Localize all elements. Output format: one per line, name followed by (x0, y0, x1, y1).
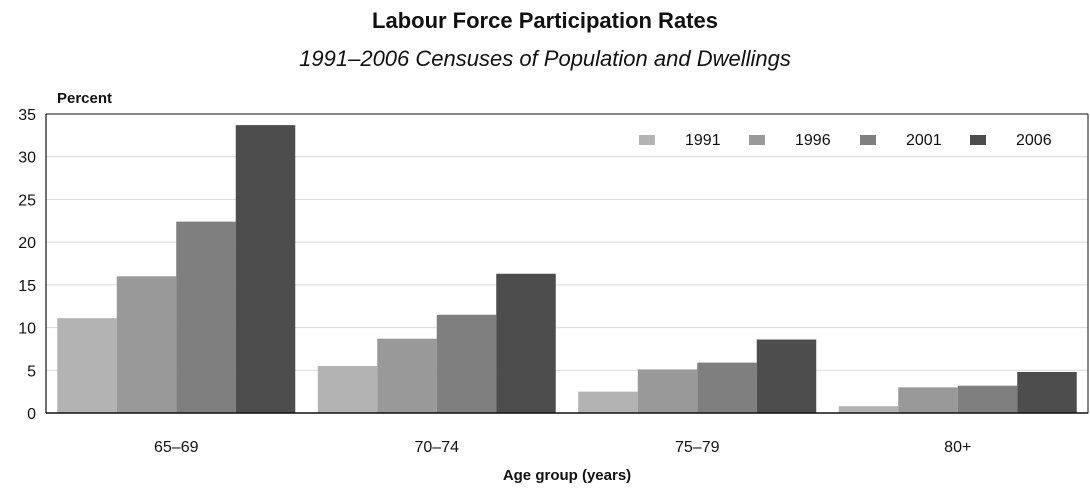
y-tick-label: 30 (18, 150, 36, 167)
bar-1996-65–69 (116, 276, 177, 413)
bar-2006-65–69 (235, 125, 296, 413)
legend-label-1991: 1991 (685, 132, 721, 149)
y-tick-label: 0 (27, 406, 36, 423)
chart-subtitle: 1991–2006 Censuses of Population and Dwe… (299, 46, 791, 71)
bar-2006-70–74 (496, 273, 556, 413)
bar-1996-80+ (898, 387, 958, 413)
bars (57, 125, 1077, 413)
x-tick-label: 70–74 (415, 439, 460, 456)
legend: 1991 1996 2001 2006 (639, 132, 1052, 149)
y-tick-label: 5 (27, 363, 36, 380)
legend-swatch-2006 (970, 135, 986, 145)
x-tick-label: 80+ (944, 439, 971, 456)
legend-swatch-1996 (749, 135, 765, 145)
y-tick-label: 25 (18, 192, 36, 209)
y-tick-label: 10 (18, 321, 36, 338)
bar-1991-75–79 (578, 391, 638, 413)
chart-title: Labour Force Participation Rates (372, 8, 718, 33)
bar-1991-65–69 (57, 318, 117, 413)
x-tick-label: 75–79 (675, 439, 720, 456)
x-axis-label: Age group (years) (503, 467, 631, 484)
bar-2001-75–79 (697, 362, 757, 413)
bar-1991-70–74 (317, 366, 378, 413)
bar-2001-70–74 (436, 314, 497, 413)
legend-label-2006: 2006 (1016, 132, 1052, 149)
y-tick-label: 15 (18, 278, 36, 295)
legend-label-1996: 1996 (795, 132, 831, 149)
bar-1996-75–79 (637, 369, 698, 413)
bar-2001-80+ (957, 385, 1018, 413)
axes: 0 5 10 15 20 25 30 35 65–69 70–74 75–79 80+ (18, 107, 1089, 456)
bar-1996-70–74 (377, 338, 437, 413)
legend-swatch-1991 (639, 135, 655, 145)
y-axis-label: Percent (57, 90, 112, 107)
legend-label-2001: 2001 (906, 132, 942, 149)
bar-2001-65–69 (176, 221, 236, 413)
y-tick-label: 35 (18, 107, 36, 124)
x-tick-label: 65–69 (154, 439, 199, 456)
bar-2006-75–79 (756, 339, 817, 413)
legend-swatch-2001 (860, 135, 876, 145)
y-tick-label: 20 (18, 235, 36, 252)
bar-2006-80+ (1017, 371, 1077, 413)
bar-1991-80+ (838, 406, 899, 413)
